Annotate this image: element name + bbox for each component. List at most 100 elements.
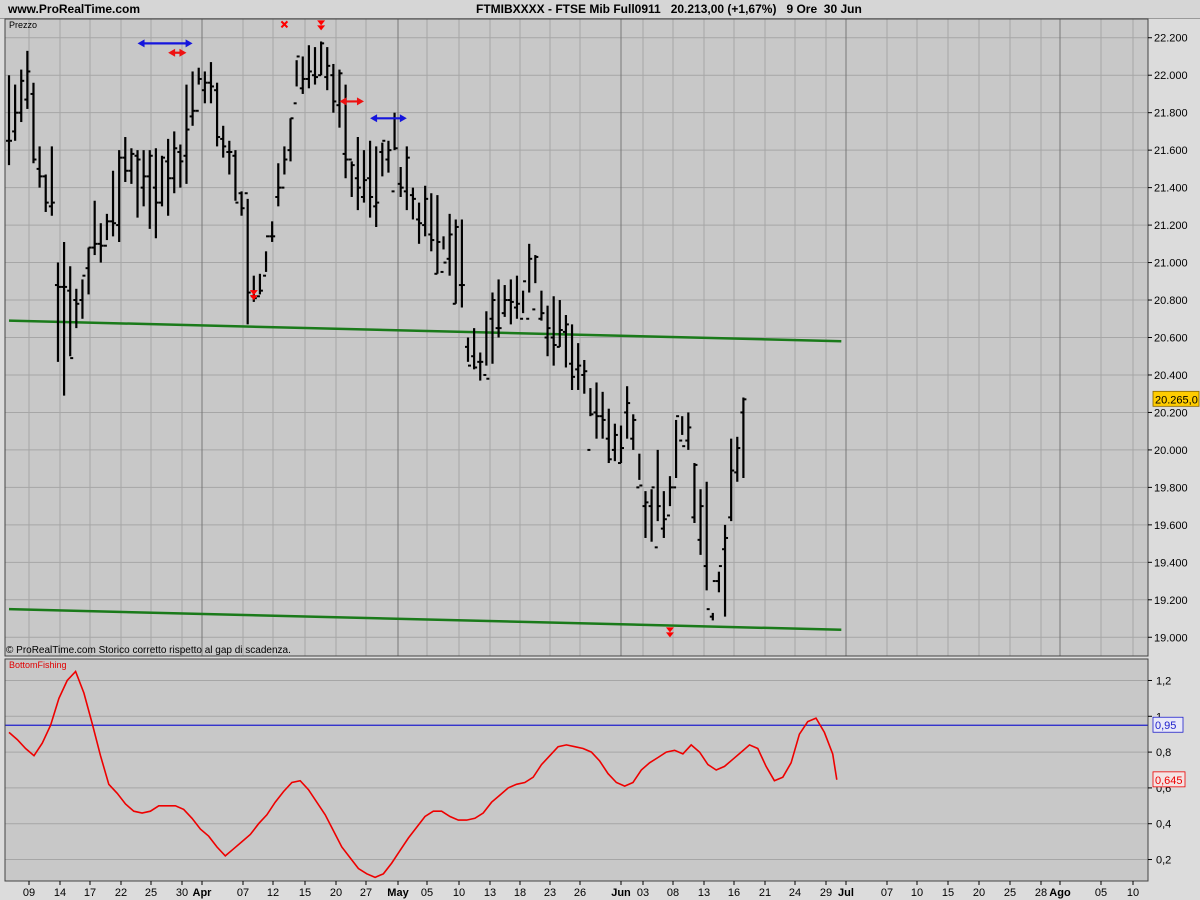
ohlc-bar xyxy=(36,146,43,188)
arrow-head-left xyxy=(339,97,347,106)
ohlc-bar xyxy=(379,139,386,177)
x-tick-label: 07 xyxy=(881,887,893,899)
indicator-line xyxy=(5,670,1148,879)
indicator-tick-label: 0,2 xyxy=(1156,855,1171,867)
ohlc-bar xyxy=(599,391,606,439)
x-tick-label: 10 xyxy=(1127,887,1139,899)
ohlc-bar xyxy=(18,69,25,123)
down-arrow-icon xyxy=(317,25,326,31)
price-panel-label: Prezzo xyxy=(9,20,37,30)
ohlc-bar xyxy=(152,148,159,239)
site-label[interactable]: www.ProRealTime.com xyxy=(8,2,141,16)
ohlc-bar xyxy=(648,486,655,542)
ohlc-bar xyxy=(709,580,716,621)
ohlc-bar xyxy=(703,481,710,611)
ohlc-bar xyxy=(434,195,441,275)
x-axis: 09 14 17 22 25 30 Apr 07 12 15 20 27 May 05 10 13 18 23 26… xyxy=(23,881,1139,899)
ohlc-bar xyxy=(691,463,698,523)
ohlc-bar xyxy=(673,415,680,489)
ohlc-bar xyxy=(91,200,98,256)
ohlc-bar xyxy=(544,305,551,357)
price-tick-label: 20.800 xyxy=(1154,295,1188,307)
x-tick-label: 13 xyxy=(698,887,710,899)
ohlc-bar xyxy=(348,158,355,197)
double-arrow-icon xyxy=(168,48,187,57)
price-tick-label: 21.000 xyxy=(1154,258,1188,270)
x-tick-label: 10 xyxy=(453,887,465,899)
ohlc-bar xyxy=(97,223,104,263)
ohlc-bar xyxy=(666,476,673,517)
ohlc-bar xyxy=(581,359,588,394)
trendlines xyxy=(8,319,842,632)
ohlc-bar xyxy=(501,285,508,317)
ohlc-bar xyxy=(73,288,80,329)
ohlc-bar xyxy=(734,436,741,482)
ohlc-bar xyxy=(318,41,325,77)
ohlc-bar xyxy=(67,266,74,360)
ohlc-bar xyxy=(679,416,686,448)
ohlc-bar xyxy=(24,50,31,109)
ohlc-bar xyxy=(715,565,722,593)
ohlc-bar xyxy=(165,138,172,216)
ohlc-bar xyxy=(440,236,447,273)
ohlc-bar xyxy=(214,82,221,147)
x-tick-label: 17 xyxy=(84,887,96,899)
ohlc-bar xyxy=(232,150,239,204)
x-tick-label: 15 xyxy=(942,887,954,899)
ohlc-bar xyxy=(722,524,729,617)
arrow-head-right xyxy=(185,39,193,48)
ohlc-bar xyxy=(428,193,435,252)
indicator-panel-border xyxy=(4,658,1149,882)
price-tick-label: 22.000 xyxy=(1154,70,1188,82)
ohlc-bar xyxy=(477,352,484,381)
copyright-note: © ProRealTime.com Storico corretto rispe… xyxy=(6,645,291,656)
ohlc-bar xyxy=(134,150,141,218)
arrow-head-right xyxy=(356,97,364,106)
x-tick-label: 29 xyxy=(820,887,832,899)
x-tick-label: 08 xyxy=(667,887,679,899)
ohlc-bar xyxy=(189,71,196,126)
price-tick-label: 22.200 xyxy=(1154,33,1188,45)
x-tick-label: Jul xyxy=(838,887,854,899)
price-tick-label: 19.000 xyxy=(1154,632,1188,644)
down-arrow-icon xyxy=(249,290,258,296)
arrow-head-left xyxy=(137,39,145,48)
price-tick-label: 19.400 xyxy=(1154,557,1188,569)
arrow-head-left xyxy=(370,114,378,123)
ohlc-bar xyxy=(269,221,276,242)
ohlc-bar xyxy=(618,425,624,465)
ohlc-bar xyxy=(116,150,123,242)
ohlc-bar xyxy=(422,185,429,237)
ohlc-bar xyxy=(624,386,631,439)
ohlc-bar xyxy=(697,489,704,555)
indicator-label: BottomFishing xyxy=(9,660,67,670)
double-arrow-icon xyxy=(137,39,193,48)
x-tick-label: 05 xyxy=(421,887,433,899)
ohlc-bar xyxy=(556,300,563,348)
ohlc-bar xyxy=(177,144,184,188)
x-tick-label: 07 xyxy=(237,887,249,899)
ohlc-bar xyxy=(452,219,459,305)
ohlc-bar xyxy=(685,412,692,450)
arrow-head-left xyxy=(168,48,176,57)
ohlc-bar xyxy=(293,55,300,105)
ohlc-bar xyxy=(61,241,68,396)
x-tick-label: 14 xyxy=(54,887,66,899)
ohlc-bar xyxy=(360,150,367,203)
x-tick-label: Apr xyxy=(193,887,213,899)
x-tick-label: 20 xyxy=(973,887,985,899)
x-tick-label: 22 xyxy=(115,887,127,899)
price-tick-label: 20.600 xyxy=(1154,333,1188,345)
signal-markers xyxy=(137,20,674,638)
ohlc-bar xyxy=(324,47,331,91)
ohlc-bar xyxy=(532,255,539,311)
ohlc-bar xyxy=(587,388,594,451)
ohlc-bar xyxy=(458,219,465,308)
double-arrow-icon xyxy=(339,97,364,106)
ohlc-bar xyxy=(195,67,202,112)
ohlc-bar xyxy=(550,296,557,366)
ohlc-bar xyxy=(312,47,318,85)
x-tick-label: 10 xyxy=(911,887,923,899)
ohlc-bar xyxy=(526,243,533,320)
